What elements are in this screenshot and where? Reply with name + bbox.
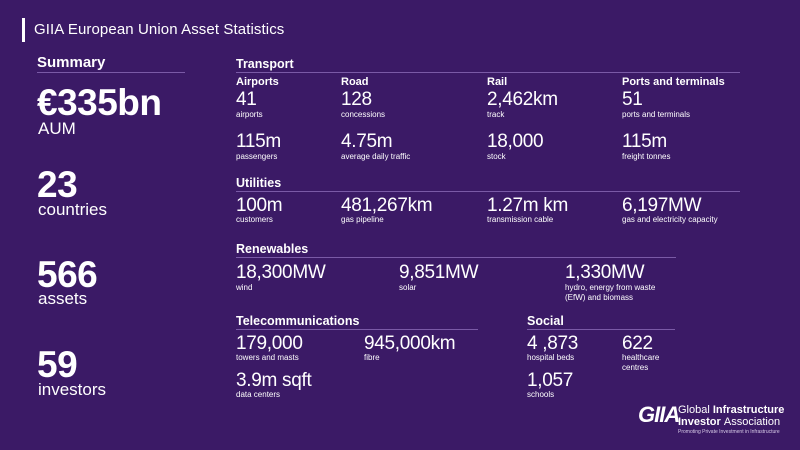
concessions-label: concessions <box>341 110 386 119</box>
track-label: track <box>487 110 505 119</box>
social-heading: Social <box>527 314 564 328</box>
ports-heading: Ports and terminals <box>622 76 725 88</box>
summary-heading: Summary <box>37 54 106 71</box>
airports-count-label: airports <box>236 110 263 119</box>
renewables-heading: Renewables <box>236 242 309 256</box>
healthcare-centres-label-line1: healthcare <box>622 353 660 362</box>
social-divider <box>527 329 675 330</box>
assets-value: 566 <box>37 254 98 295</box>
logo-tagline: Promoting Private Investment in Infrastr… <box>678 429 780 435</box>
wind-value: 18,300MW <box>236 262 326 283</box>
summary-divider <box>37 72 185 73</box>
transport-heading: Transport <box>236 57 294 71</box>
aum-value: €335bn <box>37 82 162 123</box>
page-title: GIIA European Union Asset Statistics <box>34 21 285 38</box>
customers-label: customers <box>236 215 273 224</box>
passengers-label: passengers <box>236 152 278 161</box>
logo-line2: Investor Association <box>678 416 780 428</box>
hydro-label-line2: (EfW) and biomass <box>565 293 634 302</box>
airports-count: 41 <box>236 89 257 110</box>
gas-pipeline-value: 481,267km <box>341 195 433 216</box>
wind-label: wind <box>236 283 253 292</box>
telecom-heading: Telecommunications <box>236 314 360 328</box>
investors-value: 59 <box>37 344 78 385</box>
telecom-divider <box>236 329 478 330</box>
utilities-heading: Utilities <box>236 176 282 190</box>
gas-pipeline-label: gas pipeline <box>341 215 384 224</box>
road-heading: Road <box>341 76 369 88</box>
data-centers-label: data centers <box>236 390 281 399</box>
title-accent-bar <box>22 18 25 42</box>
investors-label: investors <box>38 380 107 399</box>
freight-label: freight tonnes <box>622 152 671 161</box>
traffic-value: 4.75m <box>341 131 393 152</box>
solar-label: solar <box>399 283 417 292</box>
transport-divider <box>236 72 740 73</box>
stock-label: stock <box>487 152 506 161</box>
fibre-label: fibre <box>364 353 380 362</box>
aum-label: AUM <box>38 119 76 138</box>
countries-value: 23 <box>37 164 78 205</box>
utilities-divider <box>236 191 740 192</box>
healthcare-centres-value: 622 <box>622 333 653 354</box>
concessions-value: 128 <box>341 89 372 110</box>
schools-label: schools <box>527 390 555 399</box>
logo-line1-b: Infrastructure <box>712 404 785 416</box>
customers-value: 100m <box>236 195 283 216</box>
track-value: 2,462km <box>487 89 558 110</box>
assets-label: assets <box>38 289 88 308</box>
stock-value: 18,000 <box>487 131 544 152</box>
logo-line2-a: Investor <box>678 416 724 428</box>
freight-value: 115m <box>622 131 667 152</box>
towers-value: 179,000 <box>236 333 303 354</box>
logo-line1: Global Infrastructure <box>678 404 784 416</box>
logo-line1-a: Global <box>678 404 713 416</box>
rail-heading: Rail <box>487 76 508 88</box>
data-centers-value: 3.9m sqft <box>236 370 312 391</box>
hospital-beds-label: hospital beds <box>527 353 575 362</box>
capacity-value: 6,197MW <box>622 195 702 216</box>
passengers-value: 115m <box>236 131 281 152</box>
towers-label: towers and masts <box>236 353 299 362</box>
airports-heading: Airports <box>236 76 279 88</box>
transmission-value: 1.27m km <box>487 195 569 216</box>
capacity-label: gas and electricity capacity <box>622 215 718 224</box>
ports-count: 51 <box>622 89 643 110</box>
countries-label: countries <box>38 200 107 219</box>
renewables-divider <box>236 257 676 258</box>
ports-count-label: ports and terminals <box>622 110 691 119</box>
schools-value: 1,057 <box>527 370 574 391</box>
traffic-label: average daily traffic <box>341 152 411 161</box>
hydro-label-line1: hydro, energy from waste <box>565 283 656 292</box>
solar-value: 9,851MW <box>399 262 479 283</box>
giia-logo-mark: GIIA <box>638 402 680 427</box>
fibre-value: 945,000km <box>364 333 456 354</box>
logo-line2-b: Association <box>723 416 781 428</box>
hospital-beds-value: 4 ,873 <box>527 333 579 354</box>
transmission-label: transmission cable <box>487 215 554 224</box>
hydro-value: 1,330MW <box>565 262 645 283</box>
healthcare-centres-label-line2: centres <box>622 363 649 372</box>
